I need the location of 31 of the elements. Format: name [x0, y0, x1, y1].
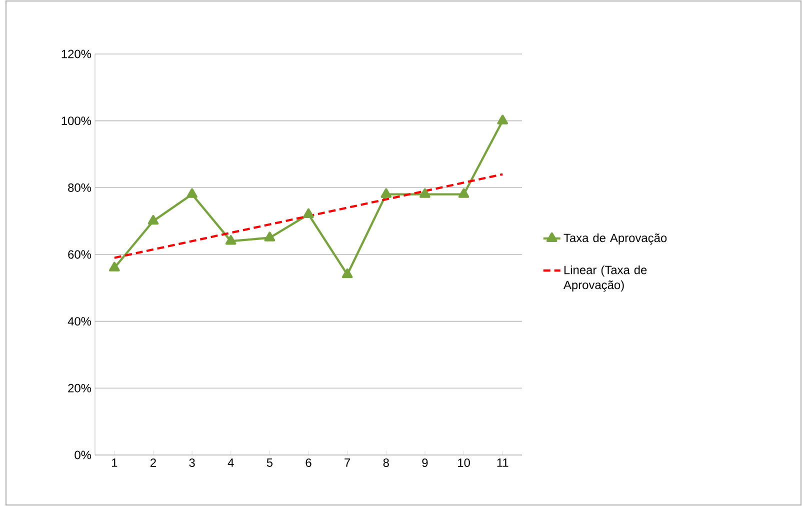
x-tick-label: 6 — [306, 458, 312, 467]
point — [380, 188, 392, 198]
x-tick-label: 10 — [458, 458, 470, 467]
y-tick-label: 40% — [68, 317, 92, 326]
x-tick-label: 2 — [150, 458, 156, 467]
point — [109, 262, 120, 272]
x-tick-label: 1 — [112, 458, 118, 467]
x-tick-label: 7 — [344, 458, 350, 467]
y-tick-label: 20% — [68, 384, 92, 392]
x-tick-label: 11 — [497, 458, 508, 467]
y-tick-label: 80% — [68, 183, 92, 192]
point — [225, 235, 236, 245]
point — [497, 114, 508, 124]
x-tick-label: 5 — [266, 458, 273, 467]
y-tick-label: 60% — [68, 250, 92, 259]
point — [458, 188, 470, 198]
point — [303, 208, 314, 218]
point — [420, 188, 430, 198]
legend-label: Taxa de Aprovação — [564, 233, 667, 245]
y-tick-label: 0% — [74, 450, 92, 460]
point — [148, 214, 159, 225]
x-tick-label: 3 — [189, 458, 195, 467]
legend-label: Linear (Taxa de Aprovação) — [563, 265, 647, 292]
point — [342, 268, 353, 278]
point — [264, 232, 276, 242]
x-tick-label: 9 — [422, 458, 428, 467]
x-tick-label: 8 — [383, 458, 389, 467]
point — [186, 188, 198, 198]
y-tick-label: 100% — [62, 116, 92, 126]
x-tick-label: 4 — [228, 458, 234, 467]
y-tick-label: 120% — [62, 50, 92, 58]
